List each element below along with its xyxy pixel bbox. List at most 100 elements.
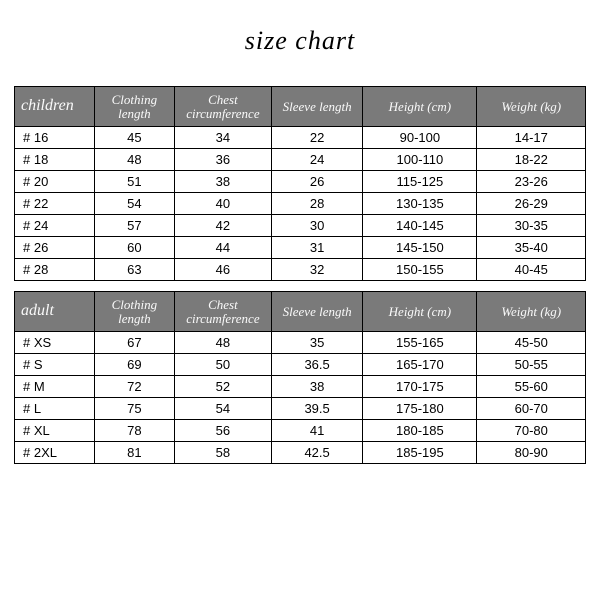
col-height: Height (cm) (363, 292, 477, 332)
value-cell: 78 (94, 420, 174, 442)
value-cell: 36.5 (271, 354, 362, 376)
value-cell: 40 (174, 193, 271, 215)
value-cell: 35-40 (477, 237, 586, 259)
table-row: # 2XL815842.5185-19580-90 (15, 442, 586, 464)
value-cell: 34 (174, 127, 271, 149)
size-cell: # L (15, 398, 95, 420)
value-cell: 75 (94, 398, 174, 420)
value-cell: 145-150 (363, 237, 477, 259)
table-row: # M725238170-17555-60 (15, 376, 586, 398)
value-cell: 48 (94, 149, 174, 171)
value-cell: 40-45 (477, 259, 586, 281)
table-row: # XL785641180-18570-80 (15, 420, 586, 442)
col-height: Height (cm) (363, 87, 477, 127)
value-cell: 56 (174, 420, 271, 442)
value-cell: 175-180 (363, 398, 477, 420)
size-cell: # S (15, 354, 95, 376)
value-cell: 39.5 (271, 398, 362, 420)
value-cell: 180-185 (363, 420, 477, 442)
value-cell: 36 (174, 149, 271, 171)
value-cell: 60 (94, 237, 174, 259)
value-cell: 38 (174, 171, 271, 193)
col-weight: Weight (kg) (477, 87, 586, 127)
size-cell: # 18 (15, 149, 95, 171)
adult-table: adult Clothing length Chest circumferenc… (14, 291, 586, 464)
value-cell: 57 (94, 215, 174, 237)
value-cell: 58 (174, 442, 271, 464)
table-row: # 24574230140-14530-35 (15, 215, 586, 237)
value-cell: 185-195 (363, 442, 477, 464)
children-header-row: children Clothing length Chest circumfer… (15, 87, 586, 127)
page-title: size chart (14, 26, 586, 56)
size-cell: # 20 (15, 171, 95, 193)
value-cell: 115-125 (363, 171, 477, 193)
size-chart-page: size chart children Clothing length Ches… (0, 0, 600, 600)
value-cell: 63 (94, 259, 174, 281)
value-cell: 42 (174, 215, 271, 237)
value-cell: 51 (94, 171, 174, 193)
value-cell: 67 (94, 332, 174, 354)
value-cell: 45 (94, 127, 174, 149)
value-cell: 14-17 (477, 127, 586, 149)
value-cell: 80-90 (477, 442, 586, 464)
value-cell: 52 (174, 376, 271, 398)
value-cell: 31 (271, 237, 362, 259)
size-cell: # 24 (15, 215, 95, 237)
value-cell: 130-135 (363, 193, 477, 215)
size-cell: # XS (15, 332, 95, 354)
value-cell: 69 (94, 354, 174, 376)
size-cell: # M (15, 376, 95, 398)
size-cell: # 16 (15, 127, 95, 149)
value-cell: 28 (271, 193, 362, 215)
value-cell: 30 (271, 215, 362, 237)
value-cell: 18-22 (477, 149, 586, 171)
table-row: # L755439.5175-18060-70 (15, 398, 586, 420)
adult-group-header: adult (15, 292, 95, 332)
value-cell: 100-110 (363, 149, 477, 171)
children-table: children Clothing length Chest circumfer… (14, 86, 586, 281)
table-row: # S695036.5165-17050-55 (15, 354, 586, 376)
value-cell: 48 (174, 332, 271, 354)
table-row: # 18483624100-11018-22 (15, 149, 586, 171)
value-cell: 42.5 (271, 442, 362, 464)
value-cell: 150-155 (363, 259, 477, 281)
value-cell: 50-55 (477, 354, 586, 376)
adult-header-row: adult Clothing length Chest circumferenc… (15, 292, 586, 332)
value-cell: 23-26 (477, 171, 586, 193)
value-cell: 26-29 (477, 193, 586, 215)
col-clothing-length: Clothing length (94, 292, 174, 332)
value-cell: 54 (94, 193, 174, 215)
value-cell: 44 (174, 237, 271, 259)
value-cell: 26 (271, 171, 362, 193)
value-cell: 70-80 (477, 420, 586, 442)
value-cell: 140-145 (363, 215, 477, 237)
table-row: # 28634632150-15540-45 (15, 259, 586, 281)
size-cell: # 2XL (15, 442, 95, 464)
value-cell: 38 (271, 376, 362, 398)
value-cell: 60-70 (477, 398, 586, 420)
col-chest-circumference: Chest circumference (174, 87, 271, 127)
table-row: # 26604431145-15035-40 (15, 237, 586, 259)
col-weight: Weight (kg) (477, 292, 586, 332)
size-cell: # 26 (15, 237, 95, 259)
value-cell: 55-60 (477, 376, 586, 398)
size-cell: # XL (15, 420, 95, 442)
value-cell: 72 (94, 376, 174, 398)
value-cell: 32 (271, 259, 362, 281)
value-cell: 155-165 (363, 332, 477, 354)
size-cell: # 28 (15, 259, 95, 281)
col-clothing-length: Clothing length (94, 87, 174, 127)
value-cell: 54 (174, 398, 271, 420)
col-sleeve-length: Sleeve length (271, 87, 362, 127)
table-row: # 1645342290-10014-17 (15, 127, 586, 149)
value-cell: 90-100 (363, 127, 477, 149)
value-cell: 170-175 (363, 376, 477, 398)
value-cell: 41 (271, 420, 362, 442)
table-row: # XS674835155-16545-50 (15, 332, 586, 354)
value-cell: 50 (174, 354, 271, 376)
value-cell: 24 (271, 149, 362, 171)
value-cell: 30-35 (477, 215, 586, 237)
children-group-header: children (15, 87, 95, 127)
value-cell: 46 (174, 259, 271, 281)
value-cell: 81 (94, 442, 174, 464)
